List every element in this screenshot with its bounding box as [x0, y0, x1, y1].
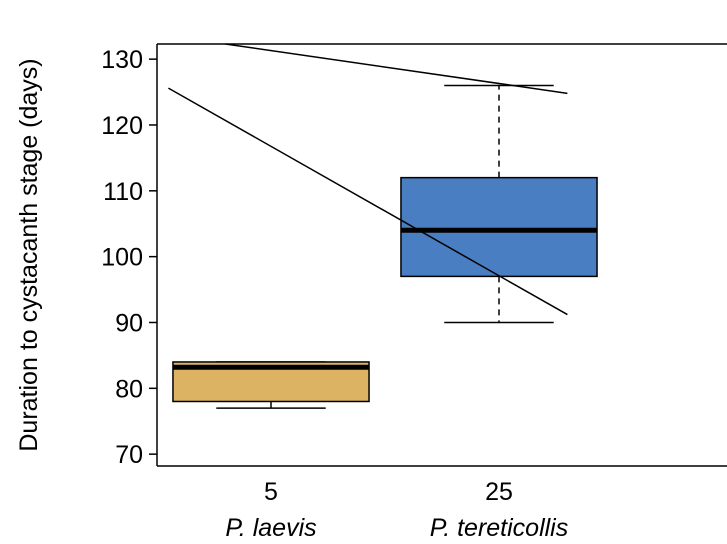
overlay-line	[225, 43, 568, 95]
x-category-label: 5	[264, 478, 278, 506]
box-group	[172, 361, 370, 409]
boxes	[172, 84, 598, 409]
plot-area	[156, 43, 727, 467]
x-species-label: P. laevis	[225, 514, 316, 542]
box-group	[400, 84, 598, 324]
y-tick-label: 100	[101, 244, 143, 272]
x-species-label: P. tereticollis	[430, 514, 569, 542]
y-tick-label: 130	[101, 46, 143, 74]
overlay-line	[168, 87, 568, 316]
y-tick-label: 80	[115, 375, 143, 403]
y-axis-title: Duration to cystacanth stage (days)	[15, 58, 43, 451]
y-tick-label: 90	[115, 309, 143, 337]
overlay-lines	[168, 43, 568, 316]
y-axis-ticks: 70 80 90 100 110 120 130	[101, 46, 157, 469]
x-category-label: 25	[485, 478, 513, 506]
y-tick-label: 110	[103, 178, 143, 206]
box-body	[400, 176, 598, 278]
y-tick-label: 70	[115, 441, 143, 469]
y-tick-label: 120	[101, 112, 143, 140]
x-axis-labels: 5 P. laevis 25 P. tereticollis	[225, 478, 568, 542]
